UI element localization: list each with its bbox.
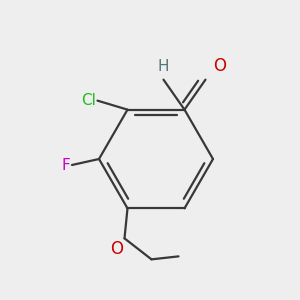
Text: Cl: Cl bbox=[81, 93, 96, 108]
Text: H: H bbox=[158, 58, 169, 74]
Text: O: O bbox=[213, 57, 226, 75]
Text: O: O bbox=[110, 240, 123, 258]
Text: F: F bbox=[62, 158, 70, 172]
